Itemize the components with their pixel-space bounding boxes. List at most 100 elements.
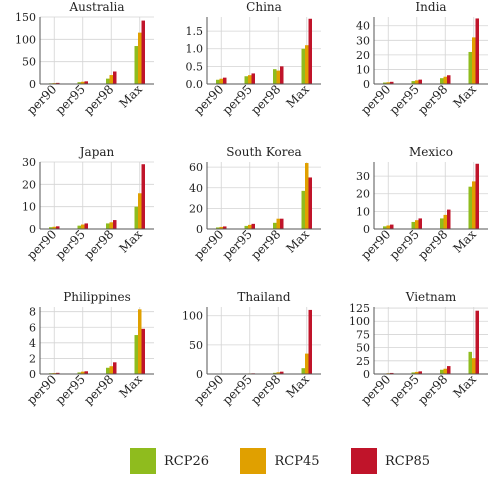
bar-japan-per90-rcp45 — [52, 226, 56, 229]
bar-india-per95-rcp26 — [411, 81, 415, 84]
legend-label-rcp26: RCP26 — [164, 453, 210, 469]
bar-japan-per98-rcp45 — [109, 222, 113, 229]
x-tick-label: Max — [450, 372, 479, 401]
x-tick-label: Max — [116, 372, 145, 401]
bar-china-max-rcp45 — [305, 45, 309, 84]
panel-title: India — [415, 0, 446, 14]
bar-vietnam-per95-rcp85 — [418, 371, 422, 374]
bar-vietnam-per98-rcp85 — [447, 366, 451, 374]
y-tick-label: 50 — [22, 56, 36, 69]
x-tick-label: per98 — [248, 372, 283, 407]
panel-title: Japan — [78, 145, 115, 159]
bar-thailand-per98-rcp26 — [273, 372, 277, 374]
y-tick-label: 100 — [182, 310, 203, 323]
bar-south-korea-per90-rcp85 — [223, 226, 227, 229]
y-tick-label: 40 — [189, 182, 203, 195]
y-tick-label: 4 — [29, 337, 36, 350]
panel-title: Vietnam — [405, 290, 457, 304]
x-tick-label: per98 — [81, 372, 116, 407]
bar-vietnam-per95-rcp26 — [411, 372, 415, 374]
bar-south-korea-per98-rcp45 — [276, 218, 280, 229]
y-tick-label: 75 — [356, 328, 370, 341]
bar-india-max-rcp26 — [468, 51, 472, 84]
bar-mexico-per98-rcp45 — [443, 214, 447, 229]
bar-india-per95-rcp45 — [415, 80, 419, 84]
bar-philippines-per98-rcp85 — [113, 362, 117, 374]
x-tick-label: per95 — [53, 227, 88, 262]
legend-swatch-rcp26 — [130, 448, 156, 474]
bar-india-max-rcp45 — [472, 37, 476, 84]
x-tick-label: per98 — [415, 372, 450, 407]
y-tick-label: 50 — [189, 339, 203, 352]
x-tick-label: Max — [283, 227, 312, 256]
bar-japan-per95-rcp26 — [77, 225, 81, 229]
panel-title: Australia — [68, 0, 124, 14]
panel-title: Philippines — [63, 290, 131, 304]
x-tick-label: per95 — [387, 227, 422, 262]
bar-vietnam-max-rcp45 — [472, 358, 476, 374]
bar-japan-per95-rcp45 — [81, 224, 85, 229]
legend-item-rcp85: RCP85 — [350, 448, 430, 474]
bar-philippines-max-rcp26 — [134, 335, 138, 374]
legend-item-rcp45: RCP45 — [240, 448, 320, 474]
bar-vietnam-max-rcp26 — [468, 351, 472, 374]
bar-india-per90-rcp85 — [390, 81, 394, 84]
y-tick-label: 0.5 — [186, 60, 204, 73]
legend-swatch-rcp85 — [350, 448, 377, 474]
x-tick-label: Max — [450, 82, 479, 111]
bar-vietnam-max-rcp85 — [475, 310, 479, 374]
legend-label-rcp45: RCP45 — [274, 453, 320, 469]
bar-vietnam-per95-rcp45 — [415, 371, 419, 374]
x-tick-label: per95 — [53, 82, 88, 117]
x-tick-label: per95 — [220, 227, 255, 262]
bar-mexico-per95-rcp26 — [411, 221, 415, 229]
y-tick-label: 150 — [15, 11, 36, 24]
x-tick-label: per98 — [81, 227, 116, 262]
bar-thailand-per98-rcp45 — [276, 372, 280, 374]
y-tick-label: 0 — [196, 368, 203, 381]
y-tick-label: 10 — [356, 63, 370, 76]
bar-australia-per95-rcp26 — [77, 82, 81, 84]
bar-philippines-per90-rcp85 — [56, 372, 60, 374]
bar-mexico-max-rcp85 — [475, 163, 479, 229]
y-tick-label: 20 — [356, 188, 370, 201]
bar-japan-per90-rcp26 — [49, 227, 53, 229]
bar-mexico-per90-rcp45 — [386, 225, 390, 229]
bar-australia-per98-rcp45 — [109, 75, 113, 84]
bar-australia-max-rcp26 — [134, 46, 138, 84]
bar-china-per98-rcp85 — [280, 66, 284, 84]
bar-thailand-max-rcp85 — [308, 309, 312, 374]
bar-south-korea-max-rcp45 — [305, 163, 309, 229]
y-tick-label: 100 — [15, 33, 36, 46]
y-tick-label: 0 — [196, 223, 203, 236]
x-tick-label: per95 — [387, 372, 422, 407]
y-tick-label: 20 — [22, 178, 36, 191]
bar-vietnam-per98-rcp45 — [443, 368, 447, 374]
x-tick-label: per95 — [53, 372, 88, 407]
bar-philippines-per98-rcp45 — [109, 366, 113, 374]
bar-south-korea-per95-rcp85 — [251, 223, 255, 229]
bar-mexico-per90-rcp85 — [390, 224, 394, 229]
x-tick-label: Max — [450, 227, 479, 256]
bar-japan-per90-rcp85 — [56, 226, 60, 229]
bar-india-per98-rcp85 — [447, 75, 451, 84]
bar-south-korea-per95-rcp45 — [248, 224, 252, 229]
bar-philippines-per98-rcp26 — [106, 367, 110, 374]
bar-china-max-rcp85 — [308, 18, 312, 85]
bar-philippines-per95-rcp85 — [84, 371, 88, 374]
bar-philippines-per95-rcp26 — [77, 372, 81, 374]
y-tick-label: 6 — [29, 321, 36, 334]
bar-mexico-max-rcp45 — [472, 181, 476, 229]
bar-australia-per95-rcp45 — [81, 81, 85, 84]
bar-mexico-per90-rcp26 — [383, 226, 387, 229]
bar-mexico-per98-rcp85 — [447, 209, 451, 229]
bar-south-korea-per95-rcp26 — [244, 225, 248, 229]
bar-vietnam-per90-rcp85 — [390, 372, 394, 374]
